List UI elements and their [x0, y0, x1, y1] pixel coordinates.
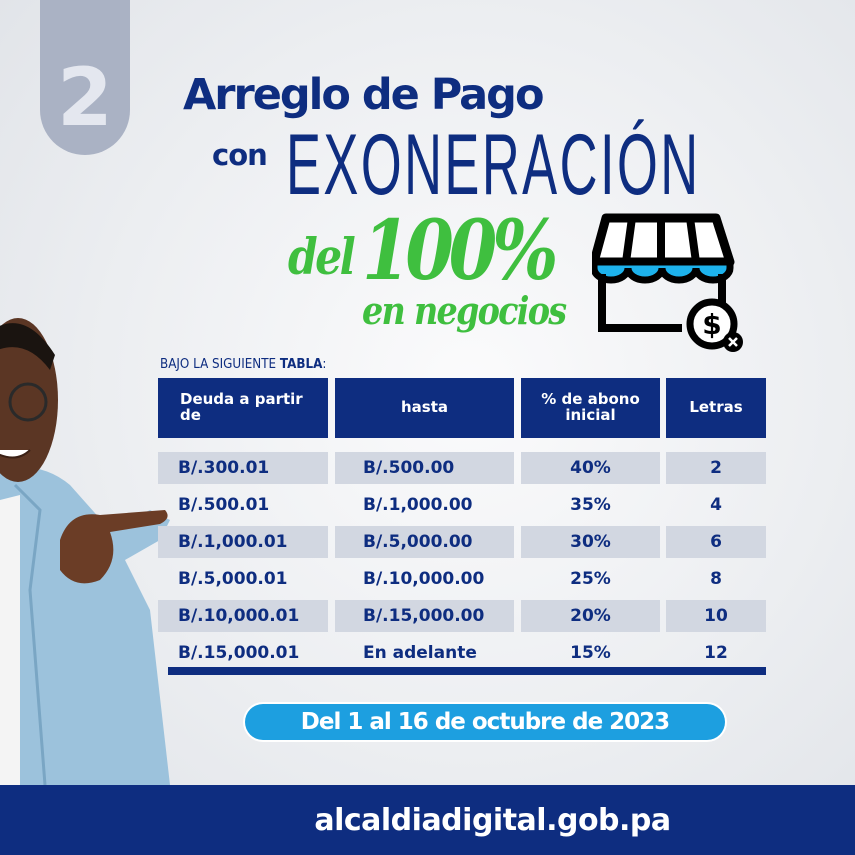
cell-deuda: B/.1,000.01 — [158, 526, 328, 558]
cell-abono: 20% — [521, 600, 660, 632]
cell-deuda: B/.10,000.01 — [158, 600, 328, 632]
headline-con: con — [212, 138, 268, 172]
header-deuda: Deuda a partir de — [158, 378, 328, 438]
table-intro: BAJO LA SIGUIENTE TABLA: — [160, 357, 326, 372]
person-pointing-photo — [0, 318, 170, 785]
storefront-dollar-icon: $ — [592, 213, 743, 352]
table-intro-text: BAJO LA SIGUIENTE — [160, 357, 280, 372]
cell-abono: 30% — [521, 526, 660, 558]
cell-hasta: B/.1,000.00 — [363, 495, 473, 515]
cell-hasta: En adelante — [363, 643, 477, 663]
cell-letras: 10 — [666, 600, 766, 632]
headline-exoneracion: EXONERACIÓN — [286, 117, 701, 213]
table-intro-suffix: : — [322, 357, 327, 372]
step-number: 2 — [57, 51, 113, 144]
cell-abono: 35% — [570, 495, 611, 515]
cell-hasta: B/.10,000.00 — [363, 569, 485, 589]
cell-deuda: B/.15,000.01 — [178, 643, 300, 663]
table-intro-bold: TABLA — [279, 357, 323, 372]
cell-abono: 25% — [570, 569, 611, 589]
headline-negocios: en negocios — [362, 288, 567, 333]
header-letras: Letras — [666, 378, 766, 438]
cell-letras: 6 — [666, 526, 766, 558]
cell-letras: 8 — [710, 569, 722, 589]
svg-text:$: $ — [702, 308, 721, 341]
cell-letras: 12 — [704, 643, 728, 663]
cell-hasta: B/.5,000.00 — [335, 526, 514, 558]
cell-hasta: B/.500.00 — [335, 452, 514, 484]
table-bottom-rule — [168, 667, 766, 675]
headline-del: del — [288, 227, 356, 286]
cell-hasta: B/.15,000.00 — [335, 600, 514, 632]
cell-letras: 2 — [666, 452, 766, 484]
headline-percent: 100% — [362, 203, 558, 299]
footer-url[interactable]: alcaldiadigital.gob.pa — [314, 802, 671, 838]
step-badge — [40, 0, 130, 155]
header-abono: % de abono inicial — [521, 378, 660, 438]
footer-band — [0, 785, 855, 855]
cell-deuda: B/.5,000.01 — [178, 569, 288, 589]
headline: Arreglo de Pago — [183, 70, 544, 120]
cell-deuda: B/.500.01 — [178, 495, 270, 515]
header-hasta: hasta — [335, 378, 514, 438]
date-range-pill: Del 1 al 16 de octubre de 2023 — [245, 704, 725, 740]
cell-letras: 4 — [710, 495, 722, 515]
cell-abono: 15% — [570, 643, 611, 663]
cell-abono: 40% — [521, 452, 660, 484]
cell-deuda: B/.300.01 — [158, 452, 328, 484]
